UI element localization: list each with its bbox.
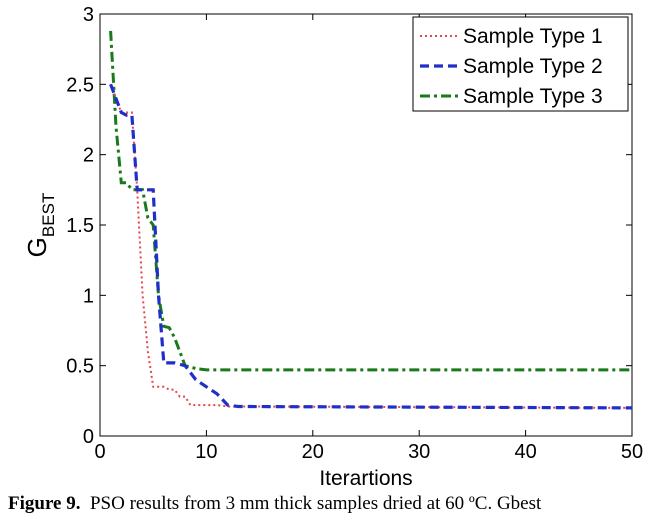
y-tick-label: 1.5 [66,215,94,237]
series-layer [109,30,633,410]
svg-text:GBEST: GBEST [22,193,58,258]
y-tick-label: 3 [83,4,94,26]
y-axis-label-main: G [22,237,52,257]
y-tick-label: 2.5 [66,74,94,96]
legend: Sample Type 1 Sample Type 2 Sample Type 3 [412,16,629,112]
figure-caption: Figure 9. PSO results from 3 mm thick sa… [8,493,648,515]
y-tick-label: 2 [83,145,94,167]
caption-text: PSO results from 3 mm thick samples drie… [89,493,542,514]
legend-label-3: Sample Type 3 [463,85,603,108]
y-axis-label: GBEST [22,193,58,258]
ticks-layer: 0 10 20 30 40 50 0 0.5 1 1.5 2 2.5 3 [66,4,643,463]
y-tick-label: 0.5 [66,356,94,378]
series-line-3 [109,30,632,372]
series-line-1 [109,83,633,409]
series-line-2 [109,83,633,410]
x-tick-label: 30 [408,441,430,463]
x-tick-label: 0 [94,441,105,463]
y-tick-label: 0 [83,426,94,448]
x-tick-label: 20 [302,441,324,463]
x-tick-label: 10 [195,441,217,463]
caption-label: Figure 9. [8,493,81,514]
legend-label-2: Sample Type 2 [463,55,603,78]
legend-label-1: Sample Type 1 [463,25,603,48]
x-tick-label: 50 [621,441,643,463]
x-axis-label: Iterartions [319,467,412,490]
y-tick-label: 1 [83,285,94,307]
line-chart: 0 10 20 30 40 50 0 0.5 1 1.5 2 2.5 3 Iterartions GBE… [22,4,643,490]
x-tick-label: 40 [514,441,536,463]
y-axis-label-sub: BEST [39,193,58,237]
